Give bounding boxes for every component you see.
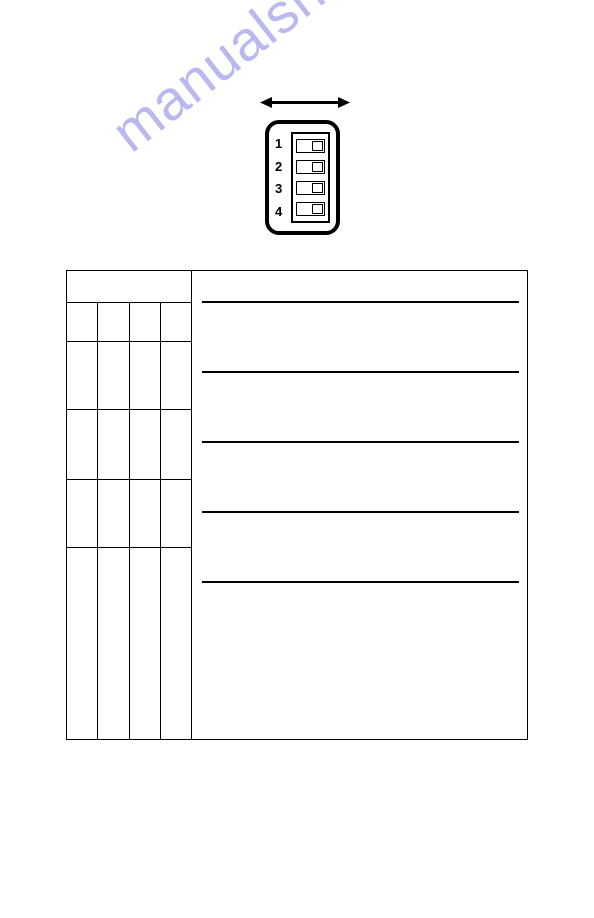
switch-label: 2 [275, 159, 287, 174]
table-column [98, 303, 129, 739]
switch-label: 3 [275, 181, 287, 196]
row-header-underline [202, 441, 519, 443]
switch-handle [312, 204, 323, 214]
table-column [130, 303, 161, 739]
switch-slot [296, 139, 325, 153]
switch-label-column: 1 2 3 4 [275, 132, 287, 223]
switch-box [291, 132, 330, 223]
row-header-underline [202, 581, 519, 583]
switch-handle [312, 183, 323, 193]
switch-slot [296, 202, 325, 216]
switch-slot [296, 181, 325, 195]
switch-label: 4 [275, 204, 287, 219]
table-left-section [67, 271, 192, 739]
switch-slot [296, 160, 325, 174]
settings-table [66, 270, 528, 740]
table-column [67, 303, 98, 739]
table-column [161, 303, 191, 739]
table-right-section [192, 271, 529, 739]
row-header-underline [202, 371, 519, 373]
switch-handle [312, 141, 323, 151]
switch-label: 1 [275, 136, 287, 151]
table-left-columns [67, 303, 191, 739]
row-header-underline [202, 301, 519, 303]
double-arrow-icon [260, 95, 350, 110]
switch-handle [312, 162, 323, 172]
dip-switch-diagram: 1 2 3 4 [265, 120, 340, 235]
table-left-header [67, 271, 191, 303]
row-header-underline [202, 511, 519, 513]
